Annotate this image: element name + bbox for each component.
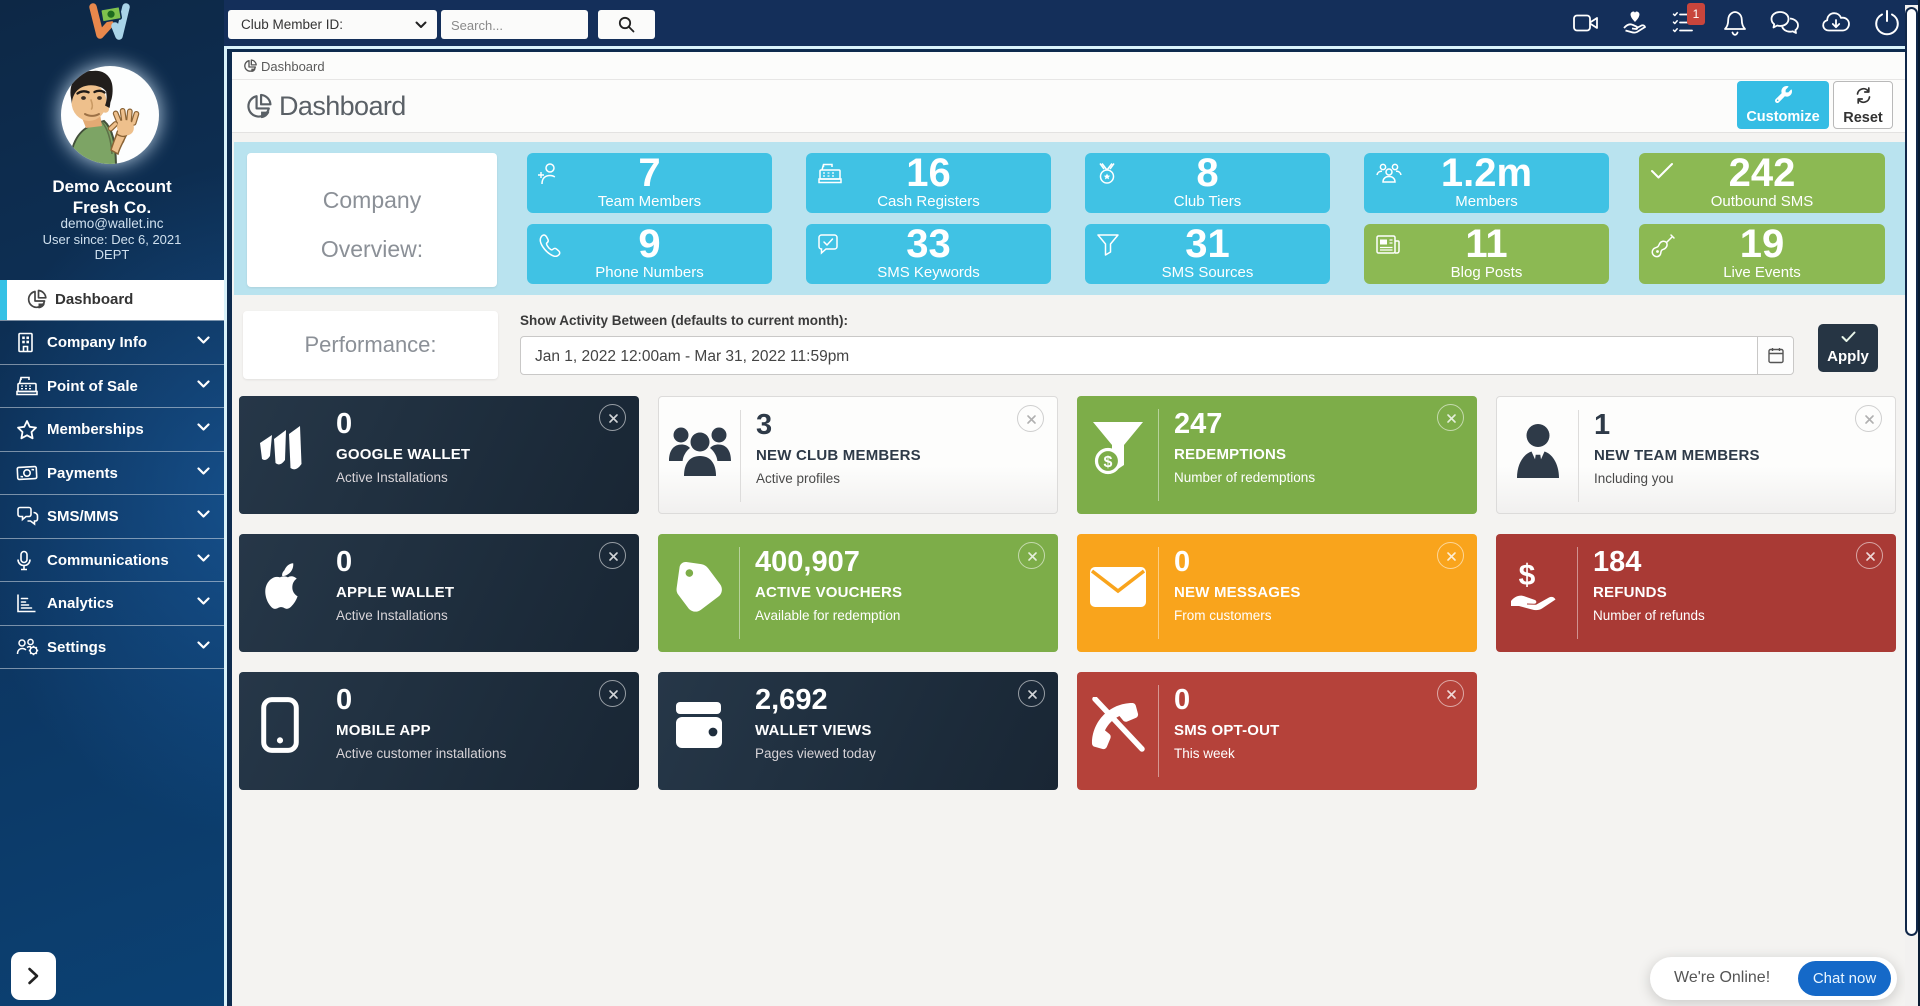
svg-text:$: $ [1103,454,1112,471]
svg-text:$: $ [1518,559,1535,592]
